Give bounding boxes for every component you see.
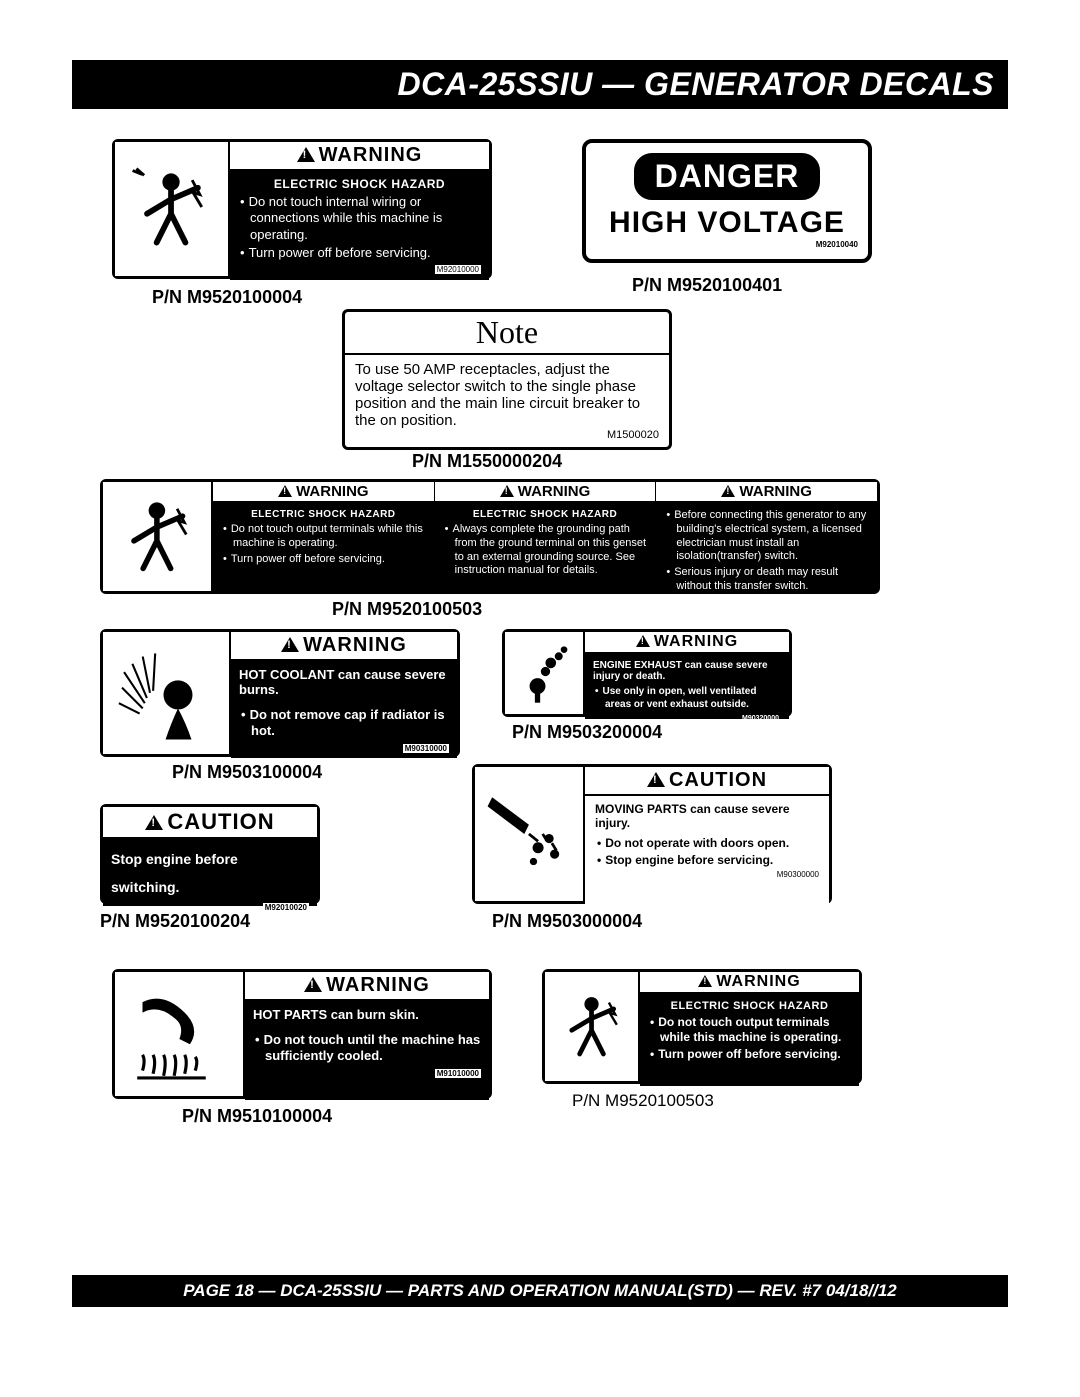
bullet: Do not touch output terminals while this… [221, 523, 426, 551]
moving-line3: Stop engine before servicing. [595, 853, 819, 868]
page-title: DCA-25SSIU — GENERATOR DECALS [72, 60, 1008, 109]
warning-label: WARNING [319, 144, 423, 166]
bullet: Serious injury or death may result witho… [664, 566, 869, 594]
stop-text: Stop engine before switching. [111, 845, 309, 901]
pn-shock2: P/N M9520100503 [572, 1091, 714, 1111]
decal-hot: WARNING HOT PARTS can burn skin. Do not … [112, 969, 492, 1099]
pn-shock1: P/N M9520100004 [152, 287, 302, 308]
code: M90300000 [595, 870, 819, 879]
caution-label: CAUTION [669, 769, 767, 791]
decal-danger: DANGER HIGH VOLTAGE M92010040 [582, 139, 872, 263]
hot-surface-icon [115, 972, 245, 1096]
moving-line1: MOVING PARTS can cause severe injury. [595, 802, 819, 830]
warning-label: WARNING [326, 974, 430, 996]
pn-danger: P/N M9520100401 [632, 275, 782, 296]
bullet: Turn power off before servicing. [221, 553, 426, 567]
shock-bullet-2: Turn power off before servicing. [238, 245, 481, 261]
decal-coolant: WARNING HOT COOLANT can cause severe bur… [100, 629, 460, 757]
code: M90310000 [403, 744, 449, 753]
shock-subhead: ELECTRIC SHOCK HAZARD [238, 177, 481, 191]
exhaust-line1: ENGINE EXHAUST can cause severe injury o… [593, 660, 781, 682]
shock-bullet-1: Do not touch internal wiring or connecti… [238, 194, 481, 243]
content-area: WARNING ELECTRIC SHOCK HAZARD Do not tou… [72, 139, 1008, 1269]
note-label: Note [345, 312, 669, 353]
pn-stop: P/N M9520100204 [100, 911, 250, 932]
code: M1500020 [355, 429, 659, 441]
code: M92010020 [263, 903, 309, 912]
warning-label: WARNING [654, 633, 738, 650]
shock-icon [545, 972, 640, 1081]
code: M92010000 [435, 265, 481, 274]
warning-label: WARNING [518, 483, 591, 500]
code: M92010040 [596, 240, 858, 249]
moving-parts-icon [475, 767, 585, 901]
bullet: Turn power off before servicing. [648, 1047, 851, 1062]
code: M90320000 [740, 715, 781, 722]
coolant-line2: Do not remove cap if radiator is hot. [239, 707, 449, 740]
decal-triple-warning: WARNING ELECTRIC SHOCK HAZARD Do not tou… [100, 479, 880, 594]
exhaust-line2: Use only in open, well ventilated areas … [593, 686, 781, 711]
warning-label: WARNING [739, 483, 812, 500]
decal-moving: CAUTION MOVING PARTS can cause severe in… [472, 764, 832, 904]
burn-icon [103, 632, 231, 754]
coolant-line1: HOT COOLANT can cause severe burns. [239, 667, 449, 697]
bullet: Do not touch output terminals while this… [648, 1015, 851, 1045]
high-voltage-label: HIGH VOLTAGE [596, 206, 858, 240]
pn-moving: P/N M9503000004 [492, 911, 642, 932]
exhaust-icon [505, 632, 585, 714]
code: M92010050 [823, 598, 869, 607]
decal-note: Note To use 50 AMP receptacles, adjust t… [342, 309, 672, 450]
subhead: ELECTRIC SHOCK HAZARD [648, 1000, 851, 1012]
bullet: Before connecting this generator to any … [664, 509, 869, 564]
subhead: ELECTRIC SHOCK HAZARD [443, 509, 648, 520]
warning-label: WARNING [303, 634, 407, 656]
decal-shock-2: WARNING ELECTRIC SHOCK HAZARD Do not tou… [542, 969, 862, 1084]
warning-label: WARNING [296, 483, 369, 500]
page-footer: PAGE 18 — DCA-25SSIU — PARTS AND OPERATI… [72, 1275, 1008, 1307]
note-body: To use 50 AMP receptacles, adjust the vo… [355, 361, 640, 429]
hot-line1: HOT PARTS can burn skin. [253, 1007, 481, 1022]
pn-hot: P/N M9510100004 [182, 1106, 332, 1127]
decal-shock-1: WARNING ELECTRIC SHOCK HAZARD Do not tou… [112, 139, 492, 279]
hot-line2: Do not touch until the machine has suffi… [253, 1032, 481, 1065]
caution-label: CAUTION [167, 809, 274, 834]
shock-icon [103, 482, 213, 591]
bullet: Always complete the grounding path from … [443, 523, 648, 578]
decal-stop: CAUTION Stop engine before switching. M9… [100, 804, 320, 904]
pn-coolant: P/N M9503100004 [172, 762, 322, 783]
pn-triple: P/N M9520100503 [332, 599, 482, 620]
shock-icon [115, 142, 230, 276]
pn-exhaust: P/N M9503200004 [512, 722, 662, 743]
page: DCA-25SSIU — GENERATOR DECALS WARNING EL… [0, 0, 1080, 1337]
decal-exhaust: WARNING ENGINE EXHAUST can cause severe … [502, 629, 792, 717]
moving-line2: Do not operate with doors open. [595, 836, 819, 851]
subhead: ELECTRIC SHOCK HAZARD [221, 509, 426, 520]
pn-note: P/N M1550000204 [412, 451, 562, 472]
danger-label: DANGER [634, 153, 821, 200]
warning-label: WARNING [716, 973, 800, 990]
code: M91010000 [435, 1069, 481, 1078]
